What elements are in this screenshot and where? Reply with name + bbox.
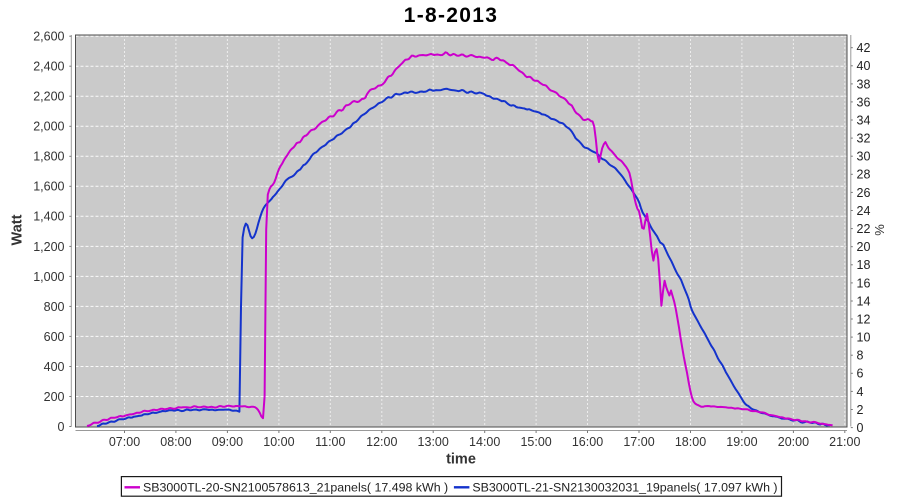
svg-text:22: 22 <box>857 222 871 236</box>
svg-text:14:00: 14:00 <box>469 435 500 449</box>
svg-text:10: 10 <box>857 331 871 345</box>
svg-text:32: 32 <box>857 132 871 146</box>
svg-text:26: 26 <box>857 186 871 200</box>
svg-text:11:00: 11:00 <box>315 435 345 449</box>
svg-text:600: 600 <box>44 330 65 344</box>
svg-text:10:00: 10:00 <box>263 435 294 449</box>
svg-text:1-8-2013: 1-8-2013 <box>404 4 498 27</box>
svg-text:1,200: 1,200 <box>33 240 64 254</box>
svg-text:42: 42 <box>857 41 871 55</box>
svg-text:1,600: 1,600 <box>33 180 64 194</box>
svg-text:%: % <box>872 224 887 236</box>
svg-text:4: 4 <box>857 385 864 399</box>
svg-text:13:00: 13:00 <box>418 435 449 449</box>
svg-text:12:00: 12:00 <box>366 435 397 449</box>
svg-text:08:00: 08:00 <box>160 435 191 449</box>
svg-text:time: time <box>446 452 476 468</box>
svg-text:17:00: 17:00 <box>623 435 654 449</box>
svg-text:20: 20 <box>857 240 871 254</box>
svg-text:36: 36 <box>857 95 871 109</box>
svg-text:15:00: 15:00 <box>520 435 551 449</box>
svg-text:40: 40 <box>857 59 871 73</box>
svg-text:1,800: 1,800 <box>33 150 64 164</box>
svg-text:0: 0 <box>58 420 65 434</box>
svg-text:1,000: 1,000 <box>33 270 64 284</box>
svg-text:8: 8 <box>857 349 864 363</box>
svg-text:24: 24 <box>857 204 871 218</box>
svg-text:SB3000TL-21-SN2130032031_19pan: SB3000TL-21-SN2130032031_19panels( 17.09… <box>472 481 777 495</box>
svg-text:200: 200 <box>44 390 65 404</box>
svg-text:800: 800 <box>44 300 65 314</box>
svg-text:16: 16 <box>857 276 871 290</box>
svg-text:28: 28 <box>857 168 871 182</box>
svg-text:20:00: 20:00 <box>778 435 809 449</box>
svg-text:16:00: 16:00 <box>572 435 603 449</box>
svg-text:400: 400 <box>44 360 65 374</box>
svg-text:09:00: 09:00 <box>212 435 243 449</box>
svg-text:2,000: 2,000 <box>33 120 64 134</box>
svg-text:19:00: 19:00 <box>726 435 757 449</box>
svg-text:12: 12 <box>857 312 871 326</box>
svg-text:2,400: 2,400 <box>33 60 64 74</box>
svg-text:14: 14 <box>857 294 871 308</box>
svg-text:SB3000TL-20-SN2100578613_21pan: SB3000TL-20-SN2100578613_21panels( 17.49… <box>143 481 448 495</box>
svg-text:1,400: 1,400 <box>33 210 64 224</box>
svg-text:Watt: Watt <box>10 214 26 245</box>
svg-text:18: 18 <box>857 258 871 272</box>
svg-text:38: 38 <box>857 77 871 91</box>
svg-text:18:00: 18:00 <box>675 435 706 449</box>
svg-text:2,200: 2,200 <box>33 90 64 104</box>
svg-text:6: 6 <box>857 367 864 381</box>
svg-text:2,600: 2,600 <box>33 30 64 44</box>
svg-text:30: 30 <box>857 150 871 164</box>
svg-text:07:00: 07:00 <box>109 435 140 449</box>
svg-text:2: 2 <box>857 403 864 417</box>
svg-text:21:00: 21:00 <box>829 435 860 449</box>
svg-text:0: 0 <box>857 421 864 435</box>
svg-text:34: 34 <box>857 113 871 127</box>
